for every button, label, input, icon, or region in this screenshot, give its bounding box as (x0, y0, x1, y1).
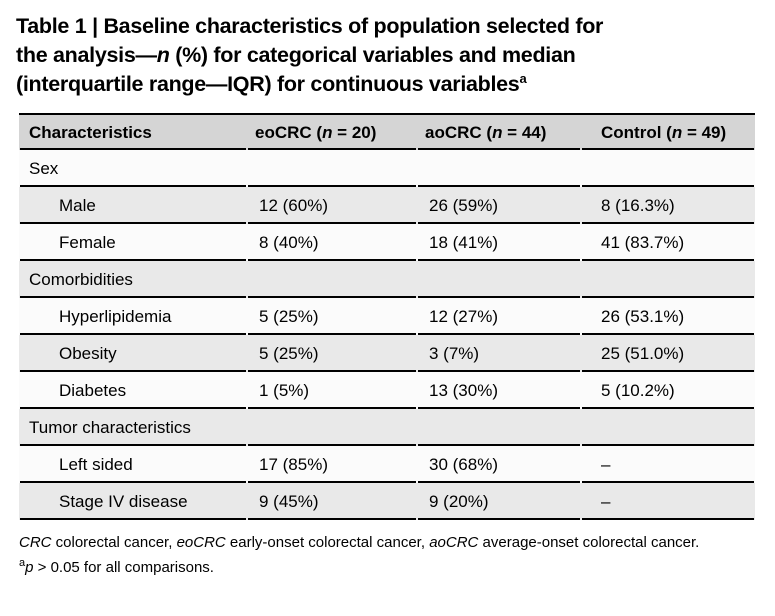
column-header-characteristics: Characteristics (19, 115, 247, 150)
row-label: Hyperlipidemia (19, 298, 247, 335)
eocrc-n-italic: n (322, 122, 333, 142)
row-value-aocrc (417, 409, 581, 446)
baseline-characteristics-table: Characteristics eoCRC (n = 20) aoCRC (n … (19, 113, 755, 520)
row-value-eocrc: 12 (60%) (247, 187, 417, 224)
eocrc-count: = 20) (332, 122, 377, 142)
table-title: Table 1 | Baseline characteristics of po… (16, 12, 759, 99)
row-value-eocrc (247, 409, 417, 446)
footnote-marker-a: a (19, 557, 26, 569)
row-value-control: 25 (51.0%) (581, 335, 755, 372)
table-figure: Table 1 | Baseline characteristics of po… (16, 12, 759, 580)
row-value-aocrc: 9 (20%) (417, 483, 581, 520)
row-label: Sex (19, 150, 247, 187)
row-value-control: 41 (83.7%) (581, 224, 755, 261)
row-value-aocrc (417, 261, 581, 298)
row-value-aocrc: 13 (30%) (417, 372, 581, 409)
eocrc-label: eoCRC ( (255, 122, 323, 142)
row-label: Left sided (19, 446, 247, 483)
row-value-aocrc: 18 (41%) (417, 224, 581, 261)
table-data-row: Male 12 (60%) 26 (59%) 8 (16.3%) (19, 187, 755, 224)
aocrc-label: aoCRC ( (425, 122, 493, 142)
row-label: Tumor characteristics (19, 409, 247, 446)
control-label: Control ( (601, 122, 672, 142)
title-n-italic: n (156, 43, 170, 67)
row-value-control (581, 150, 755, 187)
row-value-control (581, 409, 755, 446)
row-value-aocrc: 30 (68%) (417, 446, 581, 483)
significance-text: > 0.05 for all comparisons. (33, 559, 214, 576)
table-data-row: Female 8 (40%) 18 (41%) 41 (83.7%) (19, 224, 755, 261)
row-value-aocrc: 3 (7%) (417, 335, 581, 372)
table-body: Sex Male 12 (60%) 26 (59%) 8 (16.3%) Fem… (19, 150, 755, 520)
control-count: = 49) (682, 122, 727, 142)
column-header-eocrc: eoCRC (n = 20) (247, 115, 417, 150)
title-line3: (interquartile range—IQR) for continuous… (16, 72, 520, 96)
row-value-eocrc: 5 (25%) (247, 298, 417, 335)
abbreviations-note: CRC colorectal cancer, eoCRC early-onset… (19, 534, 700, 551)
table-data-row: Obesity 5 (25%) 3 (7%) 25 (51.0%) (19, 335, 755, 372)
row-label: Male (19, 187, 247, 224)
row-value-aocrc: 12 (27%) (417, 298, 581, 335)
table-data-row: Diabetes 1 (5%) 13 (30%) 5 (10.2%) (19, 372, 755, 409)
row-value-control (581, 261, 755, 298)
row-label: Obesity (19, 335, 247, 372)
table-section-row: Sex (19, 150, 755, 187)
row-label: Stage IV disease (19, 483, 247, 520)
aocrc-n-italic: n (492, 122, 503, 142)
row-value-control: 8 (16.3%) (581, 187, 755, 224)
row-value-eocrc: 17 (85%) (247, 446, 417, 483)
table-header-row: Characteristics eoCRC (n = 20) aoCRC (n … (19, 115, 755, 150)
row-value-eocrc (247, 150, 417, 187)
row-label: Comorbidities (19, 261, 247, 298)
table-footnotes: CRC colorectal cancer, eoCRC early-onset… (19, 530, 755, 580)
column-header-aocrc: aoCRC (n = 44) (417, 115, 581, 150)
row-value-eocrc: 5 (25%) (247, 335, 417, 372)
row-value-control: – (581, 446, 755, 483)
title-footnote-marker: a (519, 70, 527, 86)
title-line2-pre: the analysis— (16, 43, 157, 67)
row-value-control: – (581, 483, 755, 520)
column-header-control: Control (n = 49) (581, 115, 755, 150)
table-section-row: Tumor characteristics (19, 409, 755, 446)
p-value-italic: p (25, 559, 34, 576)
table-data-row: Hyperlipidemia 5 (25%) 12 (27%) 26 (53.1… (19, 298, 755, 335)
control-n-italic: n (671, 122, 683, 142)
row-value-aocrc (417, 150, 581, 187)
table-data-row: Left sided 17 (85%) 30 (68%) – (19, 446, 755, 483)
row-value-eocrc: 8 (40%) (247, 224, 417, 261)
row-value-aocrc: 26 (59%) (417, 187, 581, 224)
row-label: Female (19, 224, 247, 261)
significance-note: ap > 0.05 for all comparisons. (19, 555, 755, 580)
row-value-eocrc (247, 261, 417, 298)
table-section-row: Comorbidities (19, 261, 755, 298)
row-value-control: 26 (53.1%) (581, 298, 755, 335)
title-line1: Table 1 | Baseline characteristics of po… (16, 14, 604, 38)
row-value-eocrc: 1 (5%) (247, 372, 417, 409)
row-label: Diabetes (19, 372, 247, 409)
row-value-control: 5 (10.2%) (581, 372, 755, 409)
title-line2-post: (%) for categorical variables and median (169, 43, 576, 67)
aocrc-count: = 44) (502, 122, 547, 142)
table-data-row: Stage IV disease 9 (45%) 9 (20%) – (19, 483, 755, 520)
row-value-eocrc: 9 (45%) (247, 483, 417, 520)
